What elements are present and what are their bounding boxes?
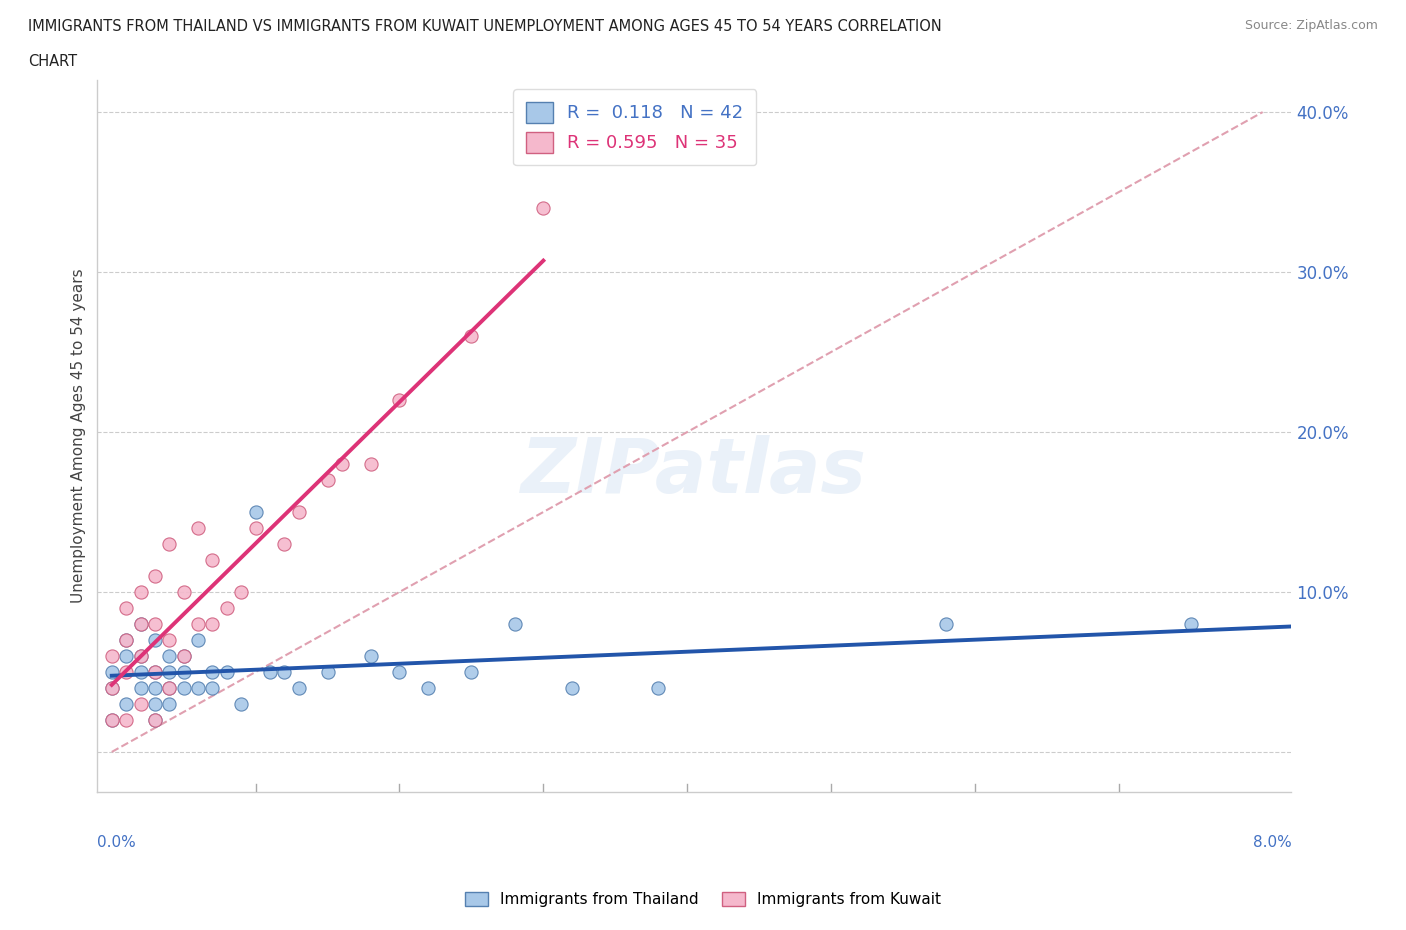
- Point: [115, 665, 138, 680]
- Point: [100, 665, 122, 680]
- Point: [143, 665, 166, 680]
- Point: [561, 681, 583, 696]
- Point: [173, 665, 195, 680]
- Point: [273, 537, 295, 551]
- Point: [201, 552, 224, 567]
- Text: CHART: CHART: [28, 54, 77, 69]
- Text: 8.0%: 8.0%: [1253, 834, 1292, 850]
- Point: [1180, 617, 1202, 631]
- Point: [100, 648, 122, 663]
- Legend: Immigrants from Thailand, Immigrants from Kuwait: Immigrants from Thailand, Immigrants fro…: [458, 885, 948, 913]
- Point: [245, 521, 267, 536]
- Point: [273, 665, 295, 680]
- Point: [157, 648, 180, 663]
- Point: [143, 632, 166, 647]
- Point: [173, 648, 195, 663]
- Point: [173, 585, 195, 600]
- Point: [115, 648, 138, 663]
- Point: [460, 665, 482, 680]
- Point: [259, 665, 281, 680]
- Point: [115, 632, 138, 647]
- Point: [143, 681, 166, 696]
- Point: [115, 601, 138, 616]
- Point: [287, 505, 309, 520]
- Point: [100, 712, 122, 727]
- Point: [129, 585, 152, 600]
- Point: [129, 648, 152, 663]
- Point: [201, 681, 224, 696]
- Point: [115, 697, 138, 711]
- Point: [100, 681, 122, 696]
- Point: [215, 665, 238, 680]
- Point: [316, 665, 339, 680]
- Text: Source: ZipAtlas.com: Source: ZipAtlas.com: [1244, 19, 1378, 32]
- Point: [201, 617, 224, 631]
- Point: [531, 201, 554, 216]
- Point: [157, 681, 180, 696]
- Text: ZIPatlas: ZIPatlas: [522, 434, 868, 509]
- Point: [143, 697, 166, 711]
- Point: [418, 681, 440, 696]
- Point: [157, 632, 180, 647]
- Y-axis label: Unemployment Among Ages 45 to 54 years: Unemployment Among Ages 45 to 54 years: [72, 269, 86, 604]
- Point: [115, 712, 138, 727]
- Point: [330, 457, 353, 472]
- Point: [143, 665, 166, 680]
- Point: [647, 681, 669, 696]
- Point: [388, 665, 411, 680]
- Point: [129, 617, 152, 631]
- Point: [245, 505, 267, 520]
- Point: [215, 601, 238, 616]
- Point: [503, 617, 526, 631]
- Point: [187, 521, 209, 536]
- Point: [143, 617, 166, 631]
- Point: [187, 632, 209, 647]
- Text: IMMIGRANTS FROM THAILAND VS IMMIGRANTS FROM KUWAIT UNEMPLOYMENT AMONG AGES 45 TO: IMMIGRANTS FROM THAILAND VS IMMIGRANTS F…: [28, 19, 942, 33]
- Point: [360, 457, 382, 472]
- Point: [157, 665, 180, 680]
- Point: [173, 681, 195, 696]
- Point: [187, 681, 209, 696]
- Point: [231, 697, 253, 711]
- Point: [157, 537, 180, 551]
- Point: [143, 568, 166, 583]
- Legend: R =  0.118   N = 42, R = 0.595   N = 35: R = 0.118 N = 42, R = 0.595 N = 35: [513, 89, 756, 166]
- Point: [129, 697, 152, 711]
- Text: 0.0%: 0.0%: [97, 834, 136, 850]
- Point: [129, 665, 152, 680]
- Point: [129, 681, 152, 696]
- Point: [460, 328, 482, 343]
- Point: [935, 617, 957, 631]
- Point: [143, 712, 166, 727]
- Point: [316, 472, 339, 487]
- Point: [157, 697, 180, 711]
- Point: [388, 392, 411, 407]
- Point: [287, 681, 309, 696]
- Point: [231, 585, 253, 600]
- Point: [201, 665, 224, 680]
- Point: [187, 617, 209, 631]
- Point: [100, 712, 122, 727]
- Point: [360, 648, 382, 663]
- Point: [173, 648, 195, 663]
- Point: [143, 712, 166, 727]
- Point: [129, 617, 152, 631]
- Point: [129, 648, 152, 663]
- Point: [100, 681, 122, 696]
- Point: [157, 681, 180, 696]
- Point: [115, 632, 138, 647]
